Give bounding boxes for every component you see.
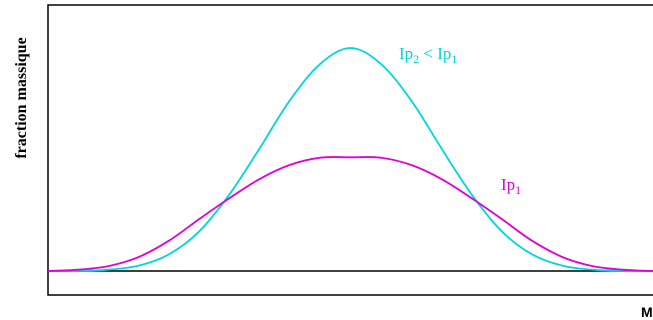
y-axis-label: fraction massique xyxy=(13,37,30,158)
series-label-ip1: Ip1 xyxy=(501,175,521,197)
series-line-ip1 xyxy=(47,156,653,272)
x-axis-label: M xyxy=(641,304,653,320)
series-layer xyxy=(47,47,653,272)
plot-frame xyxy=(47,4,653,296)
series-label-ip2: Ip2 < Ip1 xyxy=(399,44,457,66)
series-line-ip2 xyxy=(47,47,653,272)
